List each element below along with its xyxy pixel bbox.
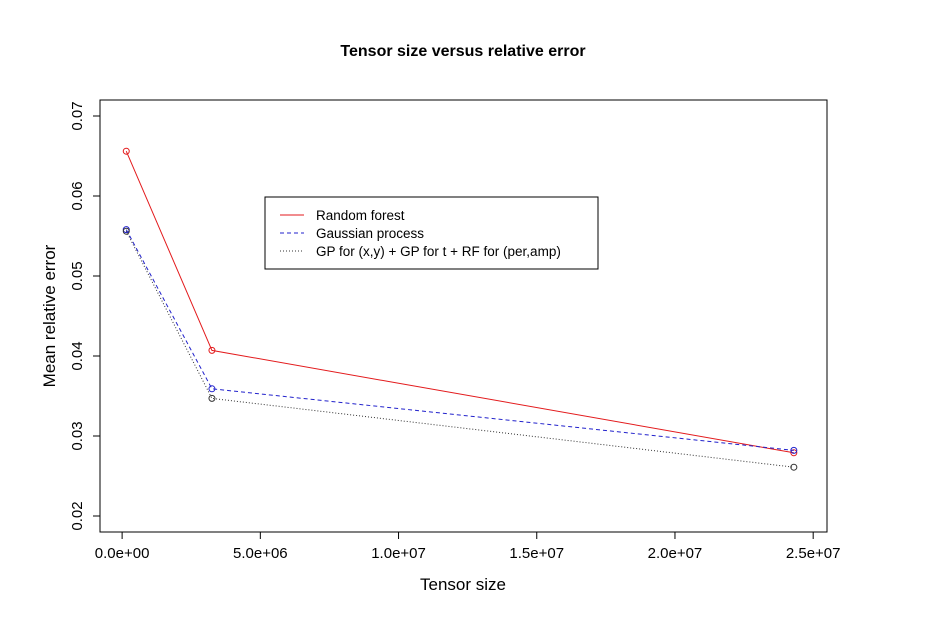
chart-title: Tensor size versus relative error [340, 43, 585, 60]
x-tick-label: 2.5e+07 [786, 545, 841, 562]
y-axis: 0.02 0.03 0.04 0.05 0.06 0.07 [69, 101, 101, 531]
data-point [208, 385, 216, 393]
x-tick-label: 1.0e+07 [371, 545, 426, 562]
data-point [208, 346, 216, 354]
data-point [122, 227, 130, 235]
y-axis-label: Mean relative error [40, 244, 59, 387]
data-point [122, 147, 130, 155]
y-tick-label: 0.07 [69, 101, 86, 130]
x-tick-label: 0.0e+00 [95, 545, 150, 562]
plot-area [99, 99, 828, 533]
data-point [790, 446, 798, 454]
y-tick-label: 0.04 [69, 341, 86, 370]
y-tick-label: 0.06 [69, 181, 86, 210]
series-layer [122, 147, 798, 471]
x-tick-label: 2.0e+07 [648, 545, 703, 562]
series-line-0 [125, 151, 794, 454]
y-tick-label: 0.02 [69, 501, 86, 530]
data-point [790, 449, 798, 457]
data-point [790, 463, 798, 471]
legend: Random forest Gaussian process GP for (x,y… [264, 196, 599, 270]
y-tick-label: 0.03 [69, 421, 86, 450]
legend-label: Gaussian process [316, 226, 424, 241]
x-tick-label: 5.0e+06 [233, 545, 288, 562]
x-tick-label: 1.5e+07 [509, 545, 564, 562]
x-axis-label: Tensor size [420, 575, 506, 594]
legend-label: GP for (x,y) + GP for t + RF for (per,am… [316, 244, 561, 259]
series-line-1 [125, 229, 794, 451]
x-axis: 0.0e+00 5.0e+06 1.0e+07 1.5e+07 2.0e+07 2.5e+… [95, 531, 841, 562]
data-point [208, 394, 216, 402]
legend-box [264, 196, 599, 270]
y-tick-label: 0.05 [69, 261, 86, 290]
legend-label: Random forest [316, 208, 405, 223]
